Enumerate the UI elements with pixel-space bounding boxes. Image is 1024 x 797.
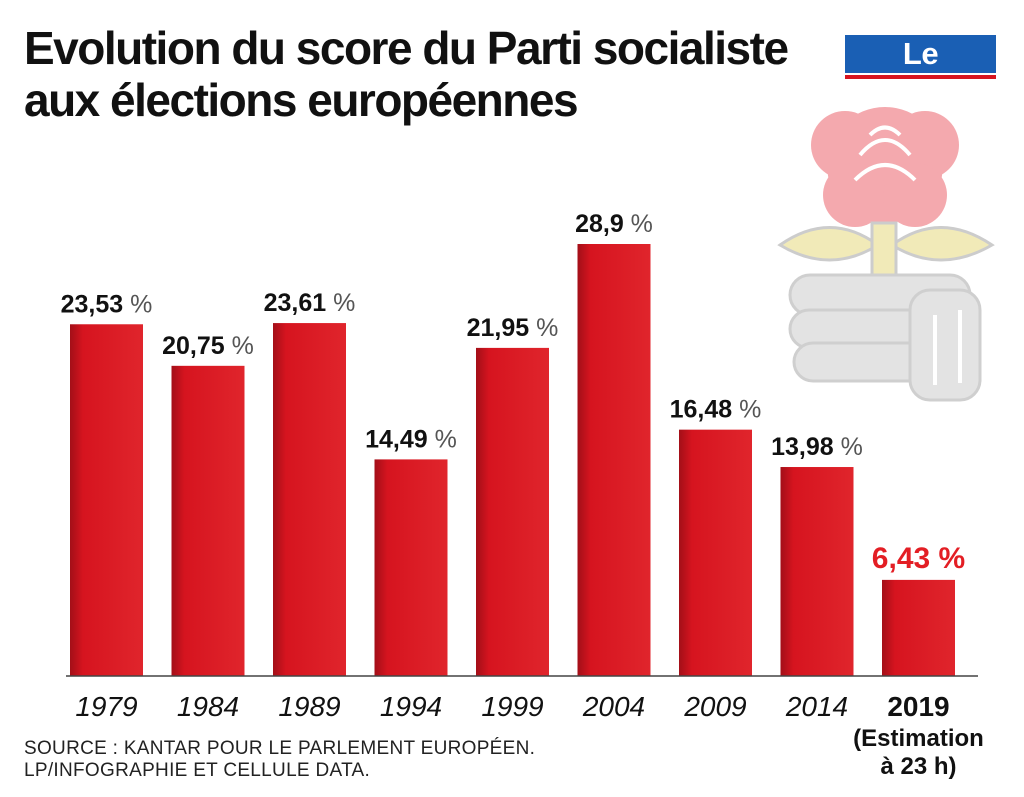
bar-2019 [882,579,955,676]
bar-2009 [679,429,752,676]
value-label-2019: 6,43 % [872,542,965,575]
source-line-2: LP/INFOGRAPHIE ET CELLULE DATA. [24,760,371,781]
source-note: SOURCE : KANTAR POUR LE PARLEMENT EUROPÉ… [24,738,644,782]
bar-1989 [273,323,346,676]
bar-1979 [70,324,143,676]
value-label-1994: 14,49 % [365,425,457,453]
value-label-1989: 23,61 % [264,289,356,317]
x-tick-1999: 1999 [481,691,543,722]
rose-in-fist-logo [777,107,995,402]
x-tick-1994: 1994 [380,691,442,722]
estimation-note-line-2: à 23 h) [880,753,956,780]
brand-underline [845,75,996,79]
bar-1984 [171,365,245,676]
source-line-1: SOURCE : KANTAR POUR LE PARLEMENT EUROPÉ… [24,738,536,759]
brand-name: Le Parisien [845,35,996,109]
value-label-2004: 28,9 % [575,210,653,238]
value-label-1979: 23,53 % [61,290,153,318]
fist-icon [788,273,982,402]
value-label-1999: 21,95 % [467,314,559,342]
leaf-icon [777,226,995,262]
x-tick-2014: 2014 [785,691,848,722]
value-label-2009: 16,48 % [670,396,762,424]
value-label-1984: 20,75 % [162,332,254,360]
title-line-2: aux élections européennes [24,74,579,126]
bar-1999 [476,347,549,676]
value-label-2014: 13,98 % [771,433,863,461]
le-parisien-logo: Le Parisien [845,35,996,109]
title-line-1: Evolution du score du Parti socialiste [24,22,789,74]
x-tick-1989: 1989 [278,691,340,722]
chart-title: Evolution du score du Parti socialiste a… [24,22,804,126]
value-labels-group: 23,53 % 20,75 % 23,61 % 14,49 % 21,95 % 28,9 … [61,210,966,575]
bar-1994 [374,459,448,676]
x-tick-1984: 1984 [177,691,239,722]
x-tick-2004: 2004 [582,691,645,722]
estimation-note-line-1: (Estimation [853,725,984,752]
bar-2004 [577,244,651,676]
x-tick-2009: 2009 [683,691,746,722]
bars-group [70,244,955,676]
x-tick-2019: 2019 [887,691,949,722]
x-tick-1979: 1979 [75,691,137,722]
bar-2014 [780,467,854,676]
x-tick-labels-group: 1979 1984 1989 1994 1999 2004 2009 2014 2019 [75,691,949,722]
